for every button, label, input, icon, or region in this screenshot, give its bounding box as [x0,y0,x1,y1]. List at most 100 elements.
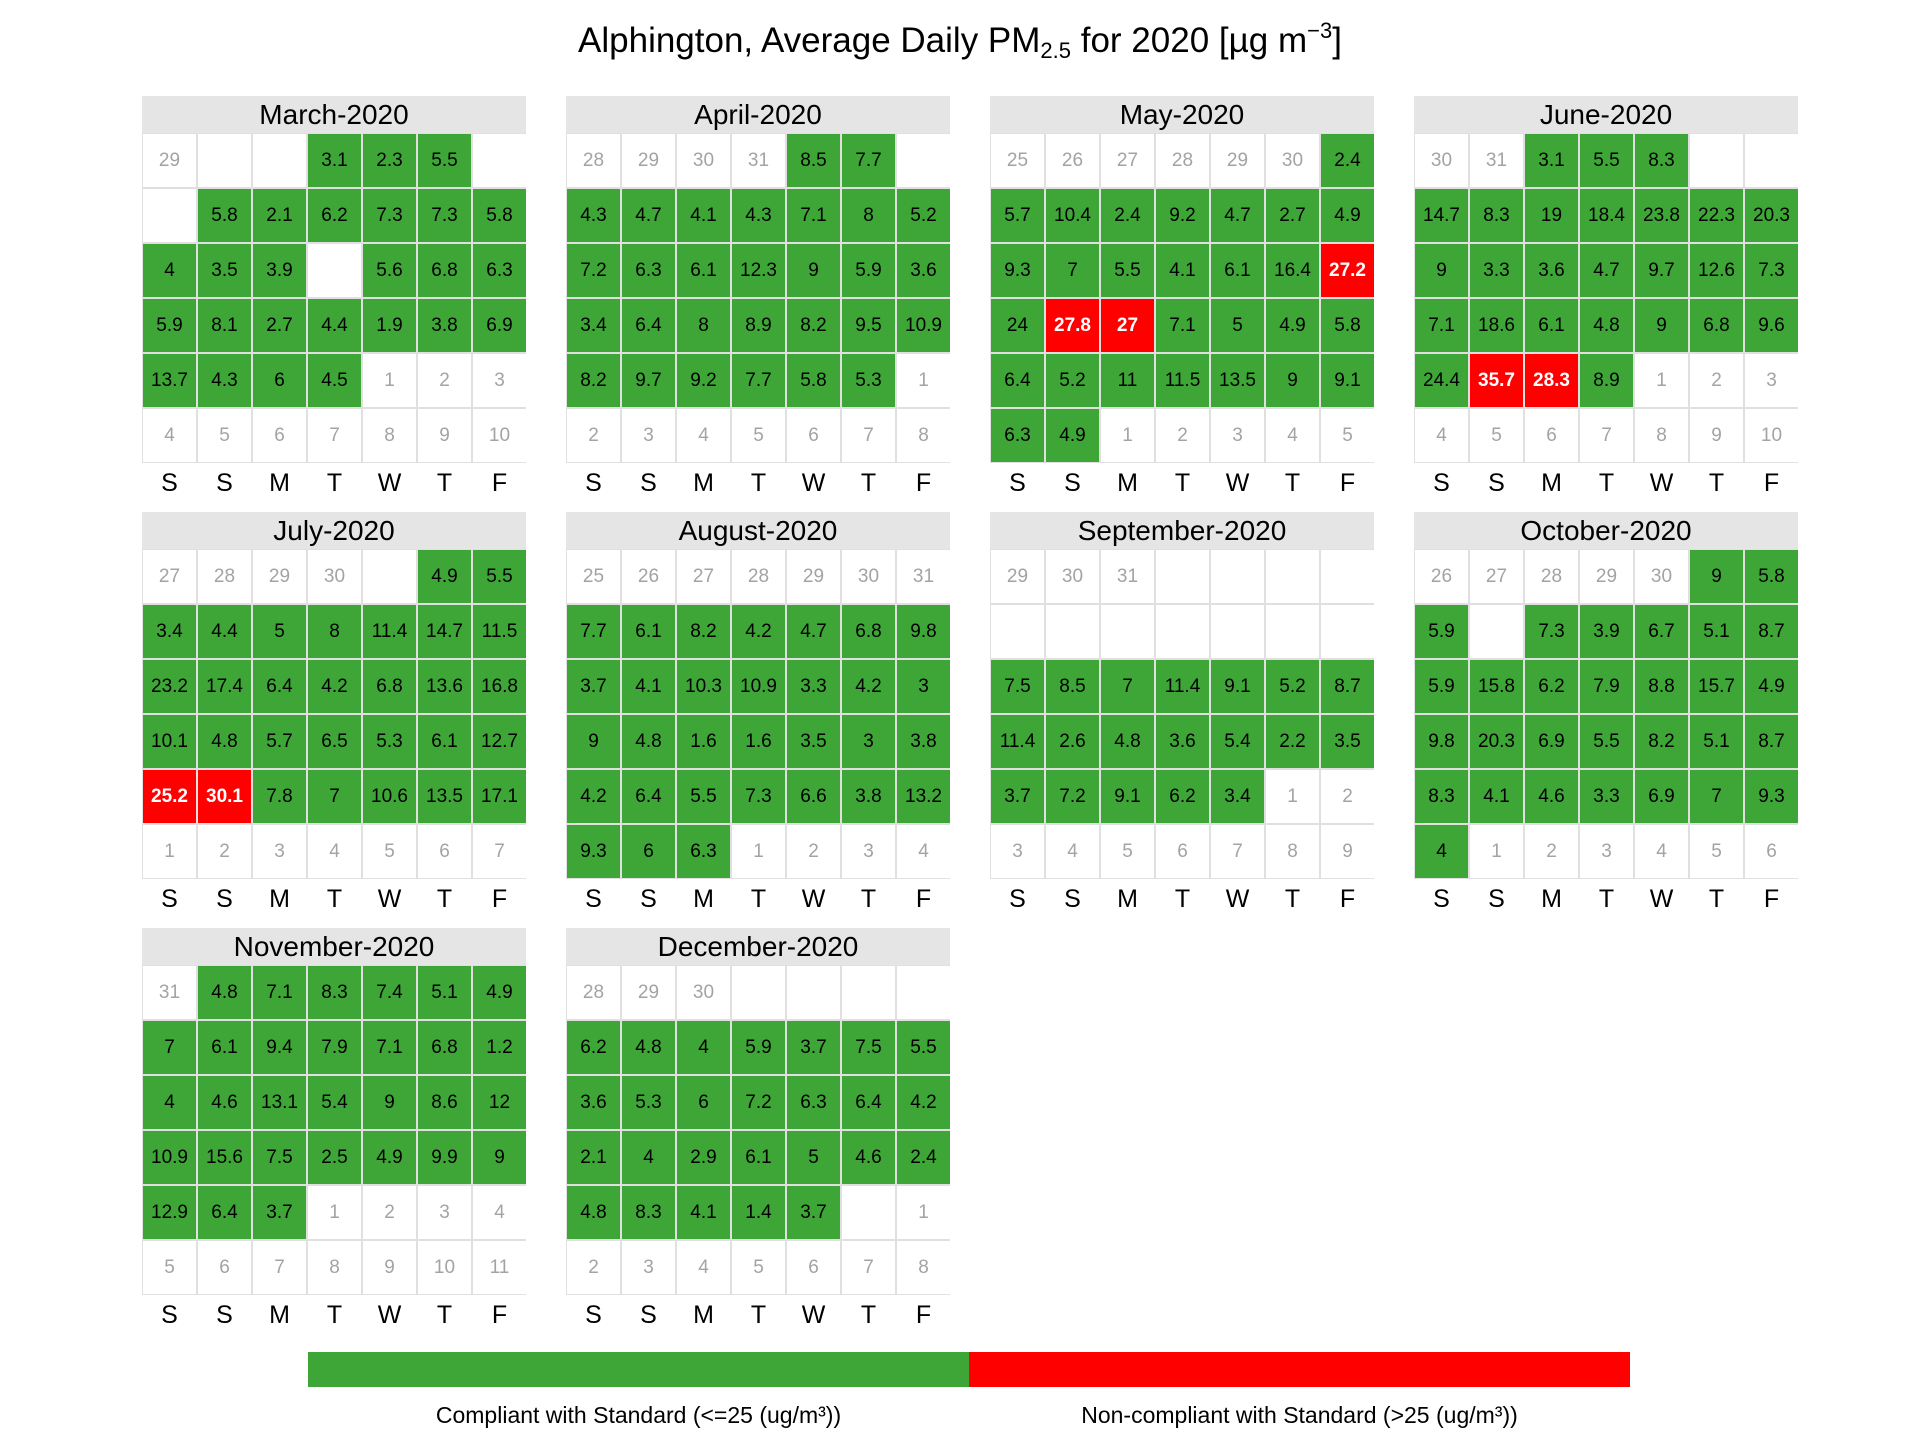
weekday-label: S [1488,885,1505,913]
day-cell: 6 [677,1076,730,1129]
day-cell: 28.3 [1525,354,1578,407]
weekday-label: T [326,1301,343,1329]
day-cell: 4 [677,1021,730,1074]
day-cell [1470,605,1523,658]
day-cell: 3.9 [253,244,306,297]
day-cell [1266,550,1319,603]
day-cell: 4.9 [473,966,526,1019]
day-cell: 8.3 [1415,770,1468,823]
day-cell: 17.1 [473,770,526,823]
month-calendar: August-2020 25 26 27 28 29 30 31 7.7 6.1 8.2 4.2 4.7… [566,512,950,915]
day-cell [1211,550,1264,603]
day-cell: 9 [567,715,620,768]
day-cell: 3.9 [1580,605,1633,658]
weekday-label: M [1541,885,1562,913]
month-calendar: May-2020 25 26 27 28 29 30 2.4 5.7 10.4 2.4 9.2 4.7 2… [990,96,1374,499]
day-cell: 12.9 [143,1186,196,1239]
day-cell: 9.2 [1156,189,1209,242]
day-cell: 31 [1101,550,1154,603]
day-cell: 28 [1156,134,1209,187]
day-cell: 27 [1101,134,1154,187]
day-cell: 3.8 [418,299,471,352]
day-cell [842,1186,895,1239]
day-cell: 7 [308,770,361,823]
day-cell [363,550,416,603]
day-cell: 2 [1156,409,1209,462]
day-cell: 5.7 [991,189,1044,242]
day-cell [473,134,526,187]
day-cell: 2 [1690,354,1743,407]
day-cell: 6.9 [1635,770,1688,823]
day-cell: 4.7 [1580,244,1633,297]
day-cell: 4 [1415,825,1468,878]
day-cell: 4.7 [1211,189,1264,242]
day-cell: 5.8 [473,189,526,242]
month-calendar: March-2020 29 3.1 2.3 5.5 5.8 2.1 6.2 7.3 7.3 5.8 4… [142,96,526,499]
weekday-label: S [1488,469,1505,497]
month-calendar: July-2020 27 28 29 30 4.9 5.5 3.4 4.4 5 8 11.4 14.7 1… [142,512,526,915]
weekday-label: S [640,469,657,497]
day-cell: 10 [1745,409,1798,462]
day-cell: 5.8 [787,354,840,407]
day-cell: 20.3 [1745,189,1798,242]
day-cell: 6.3 [787,1076,840,1129]
day-cell: 1.2 [473,1021,526,1074]
weekday-label: S [1009,469,1026,497]
day-cell: 12.7 [473,715,526,768]
day-cell: 4 [897,825,950,878]
day-cell: 4.3 [567,189,620,242]
day-cell: 6.2 [567,1021,620,1074]
day-cell: 25 [567,550,620,603]
weekday-label: M [693,1301,714,1329]
day-cell: 6 [1525,409,1578,462]
day-cell: 8.3 [1470,189,1523,242]
day-cell: 6 [1156,825,1209,878]
day-cell: 4 [1266,409,1319,462]
day-cell: 3.4 [567,299,620,352]
day-cell: 31 [897,550,950,603]
day-cell: 29 [1211,134,1264,187]
day-cell: 3.7 [991,770,1044,823]
day-cell: 4.9 [1046,409,1099,462]
day-cell: 23.2 [143,660,196,713]
day-cell: 25.2 [143,770,196,823]
day-cell: 2.5 [308,1131,361,1184]
day-cell: 5 [363,825,416,878]
weekday-label: F [491,885,508,913]
day-cell: 4.2 [897,1076,950,1129]
day-cell: 5.5 [418,134,471,187]
weekday-label: W [801,885,826,913]
day-cell: 4 [677,1241,730,1294]
day-cell: 5.9 [1415,605,1468,658]
month-calendar: June-2020 30 31 3.1 5.5 8.3 14.7 8.3 19 18.4 23.8 2… [1414,96,1798,499]
day-cell: 3.1 [1525,134,1578,187]
day-cell: 7 [842,1241,895,1294]
day-cell: 11 [1101,354,1154,407]
day-cell: 6.9 [473,299,526,352]
day-cell: 14.7 [1415,189,1468,242]
day-cell [198,134,251,187]
day-cell: 3.6 [1156,715,1209,768]
weekday-label: M [269,1301,290,1329]
day-cell: 3.4 [1211,770,1264,823]
day-cell: 9 [1266,354,1319,407]
day-cell: 15.6 [198,1131,251,1184]
day-cell: 2.1 [253,189,306,242]
day-cell: 13.6 [418,660,471,713]
weekday-label: F [915,885,932,913]
day-cell [1745,134,1798,187]
day-cell: 3.8 [842,770,895,823]
day-cell: 27.8 [1046,299,1099,352]
day-cell: 3 [897,660,950,713]
day-cell: 2.7 [1266,189,1319,242]
day-cell: 6.3 [991,409,1044,462]
day-cell: 27 [143,550,196,603]
day-cell: 26 [1415,550,1468,603]
day-cell: 9.1 [1321,354,1374,407]
weekday-label: S [216,1301,233,1329]
day-cell: 3.6 [567,1076,620,1129]
weekday-label: T [326,469,343,497]
day-cell: 8.5 [787,134,840,187]
day-cell [1211,605,1264,658]
day-cell: 6.1 [677,244,730,297]
